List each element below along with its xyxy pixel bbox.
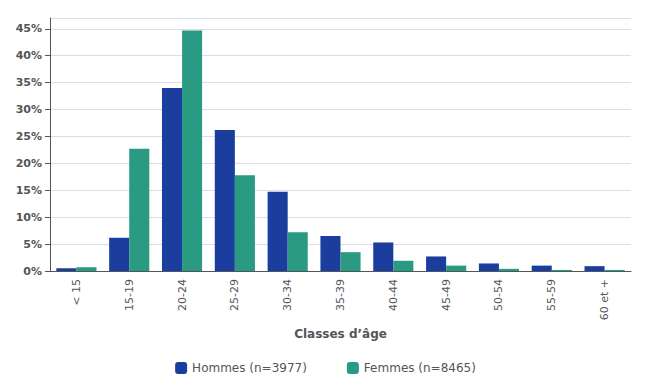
- svg-text:Femmes (n=8465): Femmes (n=8465): [364, 361, 476, 375]
- svg-text:45-49: 45-49: [440, 279, 453, 311]
- svg-text:15%: 15%: [16, 184, 42, 197]
- svg-text:25-29: 25-29: [228, 279, 241, 311]
- svg-text:40-44: 40-44: [387, 279, 400, 311]
- svg-text:35-39: 35-39: [334, 279, 347, 311]
- svg-text:60 et +: 60 et +: [598, 279, 611, 320]
- svg-text:55-59: 55-59: [545, 279, 558, 311]
- svg-text:Classes d’âge: Classes d’âge: [294, 327, 387, 341]
- svg-text:50-54: 50-54: [492, 279, 505, 311]
- svg-text:Hommes (n=3977): Hommes (n=3977): [192, 361, 307, 375]
- svg-text:15-19: 15-19: [123, 279, 136, 311]
- svg-text:30%: 30%: [16, 103, 42, 116]
- svg-text:< 15: < 15: [70, 279, 83, 306]
- svg-text:20-24: 20-24: [176, 279, 189, 311]
- svg-text:45%: 45%: [16, 22, 42, 35]
- svg-text:25%: 25%: [16, 130, 42, 143]
- svg-text:35%: 35%: [16, 76, 42, 89]
- svg-text:40%: 40%: [16, 49, 42, 62]
- svg-text:5%: 5%: [23, 238, 42, 251]
- svg-text:30-34: 30-34: [281, 279, 294, 311]
- svg-text:20%: 20%: [16, 157, 42, 170]
- svg-text:0%: 0%: [23, 265, 42, 278]
- svg-text:10%: 10%: [16, 211, 42, 224]
